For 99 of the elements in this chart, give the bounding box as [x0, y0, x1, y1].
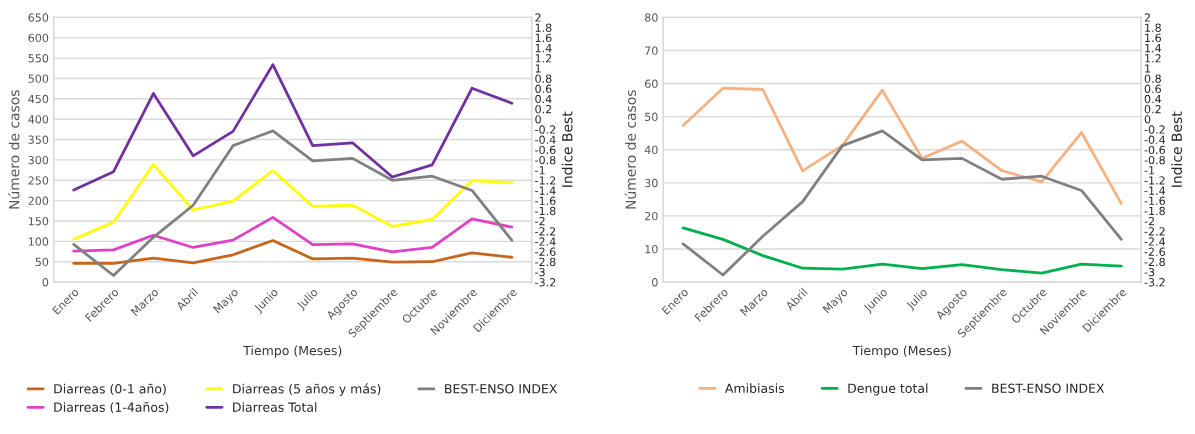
y2-tick-label: -2: [1144, 216, 1154, 226]
y2-tick-label: 0.2: [535, 104, 552, 114]
y-tick-label: 350: [28, 135, 49, 144]
y2-tick-label: -0.4: [535, 135, 556, 144]
y2-tick-label: -1.2: [1144, 176, 1165, 185]
legend-label: Dengue total: [848, 383, 928, 396]
x-axis-title: Tiempo (Meses): [243, 345, 342, 358]
y2-axis-title: Indice Best: [1171, 111, 1182, 187]
y2-tick-label: -0.6: [1144, 145, 1165, 155]
y2-tick-label: -1: [1144, 166, 1155, 175]
y-axis-title: Número de casos: [624, 90, 636, 209]
y2-axis-title: Indice Best: [561, 111, 573, 187]
y2-tick-label: 1.4: [535, 44, 552, 53]
y2-tick-label: -1.4: [1144, 186, 1166, 195]
y2-tick-label: -0.6: [535, 145, 556, 155]
y-tick-label: 10: [645, 244, 658, 254]
line-series: [72, 215, 514, 254]
y2-tick-label: -2.2: [535, 227, 556, 236]
y2-tick-label: -1.6: [1144, 196, 1165, 206]
y-tick-label: 70: [645, 46, 658, 55]
y-tick-label: 150: [28, 216, 49, 226]
y2-tick-label: 0.6: [535, 84, 552, 94]
y2-tick-label: -1.6: [535, 196, 556, 206]
y2-tick-label: 0.4: [1144, 94, 1162, 104]
y2-tick-label: -1.4: [535, 186, 556, 195]
legend-label: Diarreas (0-1 año): [54, 383, 166, 396]
y2-tick-label: 1.2: [535, 54, 552, 63]
y2-tick-label: 2: [535, 13, 541, 22]
y2-tick-label: -0.8: [535, 155, 556, 165]
y2-tick-label: -0.2: [535, 125, 556, 134]
y2-tick-label: 0.4: [535, 94, 552, 104]
y2-tick-label: -1.8: [1144, 206, 1165, 216]
y-tick-label: 500: [28, 74, 49, 83]
y2-tick-label: -3: [535, 267, 545, 277]
legend-label: Diarreas Total: [233, 402, 317, 412]
y2-tick-label: -2: [535, 216, 545, 226]
legend-label: Amibiasis: [725, 383, 785, 394]
y2-tick-label: 2: [1144, 13, 1150, 22]
y2-tick-label: -0.8: [1144, 155, 1165, 165]
y2-tick-label: -2.4: [535, 237, 556, 246]
y2-tick-label: -3: [1144, 267, 1155, 277]
y2-tick-label: -1: [535, 166, 545, 175]
y2-tick-label: -2.6: [535, 247, 556, 256]
line-series: [72, 239, 514, 265]
line-series: [72, 163, 514, 241]
y2-tick-label: 1.8: [535, 23, 552, 32]
y2-tick-label: -2.4: [1144, 237, 1166, 246]
y2-tick-label: -0.4: [1144, 135, 1166, 144]
line-series: [72, 63, 514, 192]
y2-tick-label: 1.4: [1145, 44, 1162, 53]
legend-label: BEST-ENSO INDEX: [992, 383, 1105, 394]
y-tick-label: 200: [28, 196, 49, 206]
y2-tick-label: 0: [535, 115, 541, 124]
y2-tick-label: -1.2: [535, 176, 556, 185]
y2-tick-label: 0: [1144, 115, 1151, 124]
y-tick-label: 60: [645, 79, 658, 88]
y-tick-label: 0: [652, 278, 658, 287]
y-tick-label: 550: [28, 54, 49, 63]
y2-tick-label: -1.8: [535, 206, 556, 216]
y-tick-label: 450: [28, 94, 49, 104]
y2-tick-label: -3.2: [535, 278, 556, 287]
x-axis-title: Tiempo (Meses): [852, 345, 951, 358]
y-tick-label: 600: [28, 33, 49, 43]
line-series: [681, 129, 1123, 277]
y2-tick-label: -3.2: [1144, 278, 1165, 287]
y2-tick-label: 1.2: [1145, 54, 1161, 63]
line-series: [681, 226, 1123, 275]
legend-label: Diarreas (5 años y más): [233, 383, 381, 396]
y-tick-label: 80: [644, 13, 658, 22]
y-tick-label: 0: [42, 278, 49, 287]
y2-tick-label: 1.6: [535, 33, 552, 43]
legend-label: BEST-ENSO INDEX: [445, 384, 558, 394]
y2-tick-label: -2.8: [535, 257, 556, 267]
y2-tick-label: -2.8: [1144, 257, 1165, 267]
y-tick-label: 40: [644, 145, 658, 155]
y2-tick-label: 1: [1145, 64, 1151, 73]
y-tick-label: 100: [28, 237, 49, 246]
y-tick-label: 50: [645, 112, 658, 122]
y-axis-title: Número de casos: [8, 90, 20, 209]
y2-tick-label: 0.8: [535, 74, 552, 83]
y2-tick-label: 0.8: [1144, 74, 1161, 83]
y-tick-label: 650: [28, 13, 49, 22]
legend-label: Diarreas (1-4años): [54, 402, 169, 414]
line-series: [681, 86, 1123, 206]
y2-tick-label: 1: [535, 64, 541, 73]
y2-tick-label: -2.6: [1144, 247, 1165, 256]
y-tick-label: 20: [645, 211, 658, 221]
y-tick-label: 400: [28, 115, 49, 124]
y-tick-label: 250: [28, 176, 49, 185]
y-tick-label: 30: [645, 178, 658, 188]
y2-tick-label: 1.8: [1145, 23, 1161, 32]
y2-tick-label: -2.2: [1144, 227, 1165, 236]
line-series: [72, 129, 514, 277]
y2-tick-label: 1.6: [1145, 33, 1161, 43]
y2-tick-label: 0.6: [1144, 84, 1161, 94]
y-tick-label: 300: [28, 155, 49, 165]
y-tick-label: 50: [35, 257, 49, 267]
y2-tick-label: 0.2: [1144, 104, 1161, 114]
y2-tick-label: -0.2: [1144, 125, 1165, 134]
